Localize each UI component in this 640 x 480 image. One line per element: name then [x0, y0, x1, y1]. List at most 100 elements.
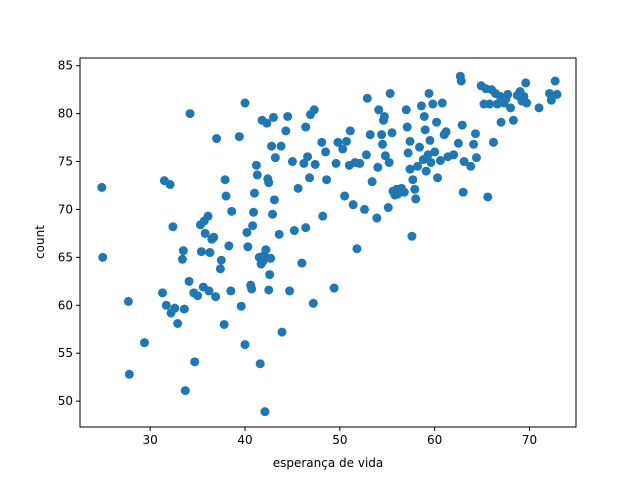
- y-tick-label-85: 85: [58, 59, 73, 73]
- data-point-118: [378, 139, 388, 149]
- data-point-88: [305, 173, 315, 183]
- data-point-10: [168, 222, 178, 232]
- data-point-125: [387, 128, 397, 138]
- data-point-107: [352, 244, 362, 254]
- data-point-68: [266, 253, 276, 263]
- data-point-116: [374, 105, 384, 115]
- data-point-124: [385, 88, 395, 98]
- data-point-11: [170, 303, 180, 313]
- data-point-91: [309, 105, 319, 115]
- data-point-181: [492, 99, 502, 109]
- data-point-67: [265, 270, 275, 280]
- data-point-90: [308, 298, 318, 308]
- data-point-199: [552, 89, 562, 99]
- data-point-133: [401, 105, 411, 115]
- data-point-46: [242, 227, 252, 237]
- x-axis-label: esperança de vida: [273, 456, 384, 470]
- y-tick-label-80: 80: [58, 107, 73, 121]
- x-tick-label-70: 70: [522, 433, 537, 447]
- data-point-45: [240, 98, 250, 108]
- y-tick-label-55: 55: [58, 346, 73, 360]
- data-point-56: [255, 359, 265, 369]
- x-axis: 30 40 50 60 70: [143, 427, 537, 447]
- data-point-165: [456, 76, 466, 86]
- data-point-79: [285, 286, 295, 296]
- data-point-84: [299, 158, 309, 168]
- data-point-120: [379, 111, 389, 121]
- data-point-112: [365, 130, 375, 140]
- data-point-153: [428, 99, 438, 109]
- data-point-167: [458, 187, 468, 197]
- data-point-92: [310, 159, 320, 169]
- data-point-44: [240, 340, 250, 350]
- data-point-114: [372, 213, 382, 223]
- data-point-102: [341, 136, 351, 146]
- data-point-29: [205, 248, 215, 258]
- data-point-108: [355, 158, 365, 168]
- data-point-76: [277, 327, 287, 337]
- data-point-2: [123, 296, 133, 306]
- data-point-15: [179, 304, 189, 314]
- data-point-14: [178, 246, 188, 256]
- data-point-104: [345, 126, 355, 136]
- x-tick-label-30: 30: [143, 433, 158, 447]
- data-point-33: [212, 134, 222, 144]
- data-point-122: [383, 203, 393, 213]
- data-point-142: [413, 161, 423, 171]
- data-point-65: [264, 178, 274, 188]
- data-point-38: [221, 191, 231, 201]
- data-point-85: [301, 223, 311, 233]
- data-point-77: [281, 126, 291, 136]
- data-point-53: [251, 160, 261, 170]
- data-point-109: [360, 204, 370, 214]
- data-point-4: [139, 338, 149, 348]
- data-point-155: [432, 117, 442, 127]
- data-point-94: [318, 211, 328, 221]
- data-point-176: [483, 192, 493, 202]
- data-point-143: [415, 142, 425, 152]
- data-point-188: [508, 115, 518, 125]
- data-point-187: [506, 103, 516, 113]
- data-point-183: [496, 117, 506, 127]
- data-point-73: [270, 153, 280, 163]
- data-point-1: [98, 252, 108, 262]
- data-point-54: [252, 170, 262, 180]
- data-point-21: [193, 291, 203, 301]
- data-point-7: [161, 300, 171, 310]
- data-point-37: [220, 175, 230, 185]
- data-point-160: [441, 127, 451, 137]
- data-point-23: [196, 247, 206, 257]
- data-point-36: [219, 319, 229, 329]
- data-point-101: [340, 191, 350, 201]
- y-axis-label: count: [33, 225, 47, 259]
- data-point-50: [248, 221, 258, 231]
- data-point-132: [399, 187, 409, 197]
- data-point-18: [185, 109, 195, 119]
- y-axis: 50 55 60 65 70 75 80 85: [58, 59, 80, 408]
- data-point-157: [435, 156, 445, 166]
- x-tick-label-40: 40: [237, 433, 252, 447]
- data-point-163: [453, 138, 463, 148]
- data-point-97: [329, 283, 339, 293]
- y-tick-label-75: 75: [58, 155, 73, 169]
- data-point-93: [317, 137, 327, 147]
- data-point-0: [97, 182, 107, 192]
- data-point-51: [249, 207, 259, 217]
- data-point-62: [261, 245, 271, 255]
- data-point-42: [234, 132, 244, 142]
- data-point-113: [367, 177, 377, 187]
- data-point-148: [421, 166, 431, 176]
- points-layer: [97, 71, 562, 417]
- data-point-34: [215, 264, 225, 274]
- y-tick-label-60: 60: [58, 298, 73, 312]
- data-point-98: [331, 158, 341, 168]
- data-point-78: [283, 111, 293, 121]
- data-point-13: [177, 254, 187, 264]
- data-point-194: [522, 98, 532, 108]
- data-point-96: [322, 175, 332, 185]
- data-point-61: [260, 407, 270, 417]
- data-point-198: [550, 76, 560, 86]
- data-point-152: [426, 157, 436, 167]
- data-point-72: [269, 195, 279, 205]
